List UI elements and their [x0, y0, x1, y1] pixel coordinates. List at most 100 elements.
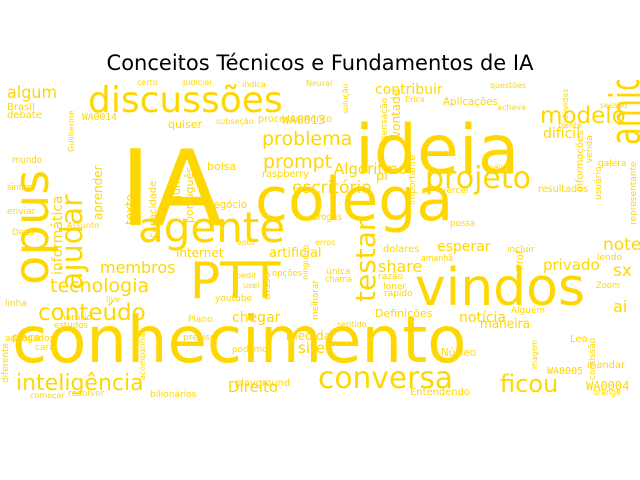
cloud-word: inteligência	[16, 371, 144, 396]
cloud-word: contribuir	[375, 82, 443, 98]
cloud-word: opções	[272, 269, 302, 279]
cloud-word: imagem	[530, 340, 539, 370]
cloud-word: WA0013	[282, 113, 325, 127]
cloud-word: disso	[260, 271, 273, 300]
cloud-word: Ioner	[383, 282, 406, 292]
cloud-word: share	[378, 257, 422, 276]
cloud-word: Érica	[405, 93, 425, 104]
cloud-word: texto	[123, 194, 137, 225]
cloud-word: Brasil	[7, 102, 35, 113]
cloud-word: mundo	[12, 155, 42, 166]
cloud-word: possa	[450, 219, 475, 229]
cloud-word: Direito	[228, 378, 278, 396]
cloud-word: IA	[120, 128, 223, 250]
cloud-word: PTT	[190, 252, 281, 310]
cloud-word: sentido	[337, 320, 367, 329]
cloud-word: Deus	[12, 228, 34, 238]
cloud-word: ninguém	[300, 245, 310, 280]
cloud-word: horário	[60, 313, 93, 323]
cloud-word: live	[106, 295, 120, 304]
cloud-word: pedir	[236, 271, 257, 280]
cloud-word: maneira	[480, 317, 530, 332]
cloud-title: Conceitos Técnicos e Fundamentos de IA	[106, 51, 534, 75]
cloud-word: Matemática	[327, 399, 386, 400]
cloud-word: rápido	[384, 289, 413, 299]
cloud-word: raspberry	[262, 169, 309, 180]
cloud-word: site	[298, 339, 325, 357]
cloud-word: frente	[558, 121, 582, 130]
cloud-word: única	[326, 267, 350, 277]
cloud-word: subseção	[216, 117, 254, 126]
cloud-word: dúvidas	[561, 89, 570, 120]
cloud-word: medida	[286, 329, 331, 343]
cloud-word: Alguém	[511, 305, 545, 316]
cloud-word: Guilherme	[67, 110, 76, 152]
cloud-word: linha	[5, 299, 27, 309]
cloud-word: escritório	[292, 178, 372, 198]
cloud-word: Judicial	[182, 80, 211, 87]
cloud-word: resolver	[68, 389, 105, 399]
cloud-word: conversa	[318, 361, 453, 396]
cloud-word: WA0014	[82, 112, 117, 123]
cloud-word: Núcleo	[441, 346, 476, 359]
cloud-word: processamento	[258, 114, 332, 125]
cloud-word: conhecimento	[12, 304, 466, 378]
cloud-word: sensação	[380, 97, 390, 140]
cloud-word: vercel	[441, 186, 468, 196]
cloud-word: orange	[593, 388, 621, 398]
cloud-word: diferente	[1, 343, 11, 383]
cloud-word: advogados	[5, 334, 55, 344]
cloud-word: algum	[7, 83, 57, 103]
cloud-word: aprender	[91, 165, 105, 220]
cloud-word: acompanhar	[138, 329, 147, 380]
cloud-word: notícia	[459, 310, 506, 326]
cloud-word: artificial	[269, 246, 322, 261]
cloud-word: informática	[50, 195, 66, 275]
cloud-word: conteúdo	[38, 300, 146, 326]
cloud-word: achava	[497, 103, 526, 112]
cloud-word: Leo	[570, 334, 588, 345]
cloud-word: chegar	[232, 310, 281, 326]
cloud-word: bilionários	[150, 390, 197, 400]
cloud-word: WA0004	[586, 379, 629, 393]
cloud-word: tecnologia	[50, 275, 149, 297]
cloud-word: amigo	[601, 80, 640, 145]
cloud-word: sx	[613, 261, 632, 281]
cloud-word: usei	[243, 281, 259, 290]
cloud-word: privado	[543, 256, 600, 274]
cloud-word: comissão	[588, 337, 598, 380]
cloud-word: playground	[235, 378, 290, 389]
cloud-word: importante	[408, 155, 418, 205]
cloud-word: drogas	[312, 212, 342, 223]
cloud-word: melhorar	[311, 280, 321, 320]
cloud-word: opus	[4, 170, 60, 285]
cloud-word: enviar	[7, 207, 36, 217]
cloud-word: debate	[7, 110, 42, 121]
cloud-word: Entendendo	[410, 387, 470, 398]
cloud-word: análise	[484, 163, 512, 172]
cloud-word: cara	[35, 343, 55, 353]
cloud-word: problema	[262, 128, 352, 150]
cloud-word: bolsa	[207, 160, 236, 173]
cloud-word: questões	[490, 81, 526, 90]
cloud-word: colega	[255, 165, 453, 235]
cloud-word: quiser	[168, 118, 203, 131]
cloud-word: Neural	[306, 80, 332, 88]
cloud-word: agente	[138, 203, 285, 252]
cloud-word: youtube	[215, 294, 252, 304]
cloud-word: venda	[585, 135, 595, 163]
cloud-word: razão	[378, 272, 403, 282]
cloud-word: solução	[341, 83, 350, 114]
cloud-word: lendo	[597, 253, 622, 263]
cloud-word: incluir	[507, 245, 535, 255]
cloud-word: capacidade	[148, 181, 159, 238]
cloud-word: WA0005	[547, 366, 583, 377]
cloud-word: Algoritmo	[334, 160, 407, 178]
cloud-word: internet	[176, 246, 224, 260]
cloud-word: prompt	[263, 151, 332, 173]
cloud-word: amanhã	[421, 254, 453, 264]
cloud-word: modelo	[540, 103, 626, 129]
cloud-word: Zoom	[596, 281, 620, 291]
cloud-word: Prof	[515, 250, 526, 270]
cloud-word: informações	[575, 130, 586, 192]
